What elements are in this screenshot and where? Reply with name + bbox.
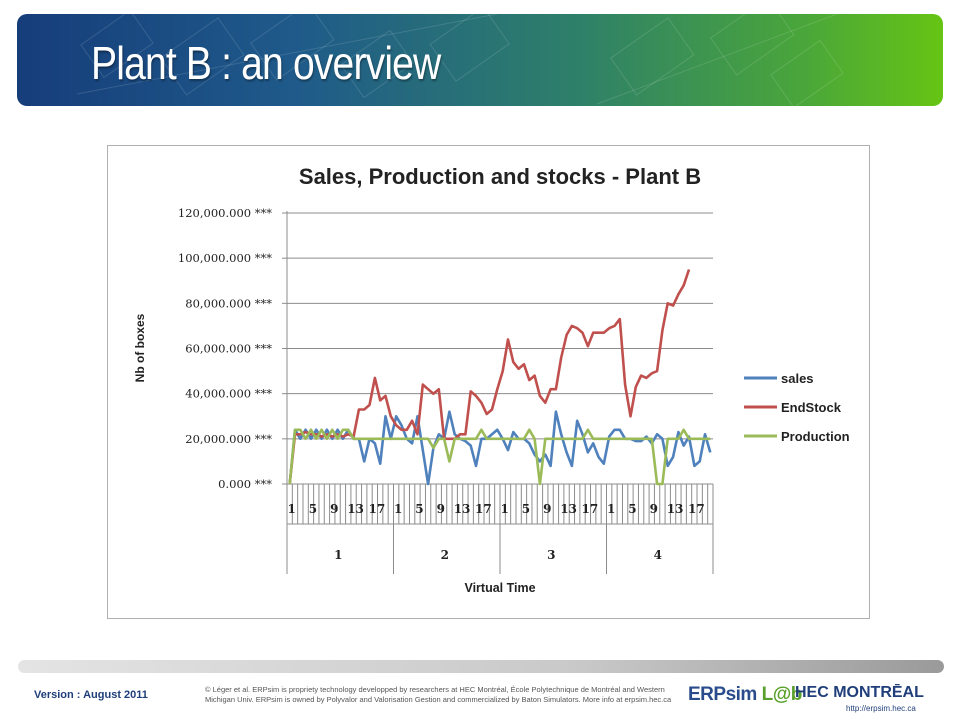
chart-svg: Sales, Production and stocks - Plant B 0.… [133, 164, 850, 595]
copyright-notice: © Léger et al. ERPsim is propriety techn… [205, 685, 672, 704]
footer-bar [18, 660, 944, 673]
x-quarter-label: 4 [654, 548, 662, 562]
series-line-endstock [288, 269, 691, 485]
y-tick-label: 120,000.000 *** [178, 206, 272, 220]
hec-montreal-logo: HEC MONTRĒAL [795, 684, 924, 701]
x-day-label: 5 [628, 502, 636, 516]
y-tick-label: 60,000.000 *** [185, 342, 272, 356]
x-day-label: 1 [287, 502, 295, 516]
x-quarter-label: 3 [547, 548, 555, 562]
erpsim-logo-text: ERPsim [688, 684, 757, 705]
slide-title: Plant B : an overview [91, 37, 441, 89]
x-day-label: 13 [667, 502, 684, 516]
chart-title: Sales, Production and stocks - Plant B [299, 164, 701, 189]
x-day-label: 17 [688, 502, 705, 516]
chart-frame: Sales, Production and stocks - Plant B 0.… [107, 145, 870, 619]
x-day-label: 1 [607, 502, 615, 516]
version-label: Version : August 2011 [34, 689, 148, 701]
x-day-label: 13 [454, 502, 471, 516]
x-quarter-label: 1 [334, 548, 342, 562]
y-tick-label: 0.000 *** [218, 477, 272, 491]
x-day-label: 13 [347, 502, 364, 516]
title-banner: Plant B : an overview [17, 14, 943, 106]
x-day-label: 17 [475, 502, 492, 516]
x-day-label: 17 [582, 502, 599, 516]
x-day-label: 9 [650, 502, 658, 516]
legend-label-endstock: EndStock [781, 400, 842, 415]
x-day-label: 13 [560, 502, 577, 516]
y-tick-label: 20,000.000 *** [185, 432, 272, 446]
x-day-label: 9 [543, 502, 551, 516]
lab-logo-text: L@b [761, 684, 803, 705]
y-tick-label: 100,000.000 *** [178, 251, 272, 265]
y-tick-label: 40,000.000 *** [185, 387, 272, 401]
x-day-label: 5 [522, 502, 530, 516]
y-axis-title: Nb of boxes [133, 313, 147, 382]
x-day-label: 5 [309, 502, 317, 516]
x-day-label: 1 [500, 502, 508, 516]
y-tick-label: 80,000.000 *** [185, 296, 272, 310]
series-line-production [288, 428, 711, 486]
x-day-label: 1 [394, 502, 402, 516]
legend-label-sales: sales [781, 371, 814, 386]
x-day-label: 9 [437, 502, 445, 516]
x-quarter-label: 2 [441, 548, 449, 562]
x-day-label: 5 [415, 502, 423, 516]
series-line-sales [288, 410, 712, 486]
x-axis-title: Virtual Time [464, 581, 535, 595]
legend-label-production: Production [781, 429, 850, 444]
erpsim-lab-logo: ERPsim L@b [688, 684, 802, 706]
hec-url: http://erpsim.hec.ca [846, 704, 916, 713]
x-day-label: 17 [369, 502, 386, 516]
x-day-label: 9 [330, 502, 338, 516]
banner-diagram-pattern [76, 14, 844, 106]
